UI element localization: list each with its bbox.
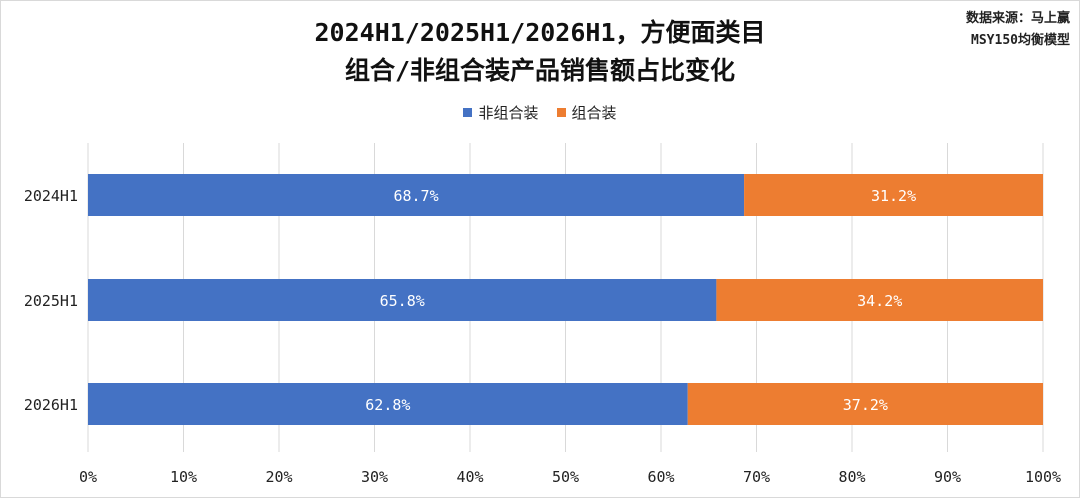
x-tick-label: 100% xyxy=(1025,468,1061,486)
bar-segment-non-combo xyxy=(88,174,745,216)
x-tick-label: 40% xyxy=(456,468,483,486)
chart-title-line-1: 2024H1/2025H1/2026H1，方便面类目 xyxy=(314,18,766,47)
legend-item-combo: 组合装 xyxy=(556,102,617,123)
x-tick-label: 10% xyxy=(170,468,197,486)
bar-data-label: 68.7% xyxy=(393,187,438,205)
bar-segment-non-combo xyxy=(88,383,688,425)
legend-swatch-combo xyxy=(556,108,566,117)
chart-legend: 非组合装 组合装 xyxy=(0,102,1080,123)
bar-data-label: 37.2% xyxy=(843,396,888,414)
bar-segment-combo xyxy=(687,383,1043,425)
x-tick-label: 80% xyxy=(838,468,865,486)
bar-segment-non-combo xyxy=(88,279,717,321)
data-source-line-2: MSY150均衡模型 xyxy=(971,33,1070,48)
x-tick-label: 90% xyxy=(934,468,961,486)
x-tick-label: 20% xyxy=(265,468,292,486)
bar-segment-combo xyxy=(716,279,1043,321)
bar-data-label: 34.2% xyxy=(857,292,902,310)
legend-swatch-non-combo xyxy=(463,108,473,117)
legend-label-combo: 组合装 xyxy=(571,104,617,122)
y-category-label: 2026H1 xyxy=(24,396,78,414)
chart-title: 2024H1/2025H1/2026H1，方便面类目 组合/非组合装产品销售额占… xyxy=(0,14,1080,90)
data-source-line-1: 数据来源：马上赢 xyxy=(965,11,1070,26)
bar-segment-combo xyxy=(744,174,1043,216)
bar-data-label: 62.8% xyxy=(365,396,410,414)
x-tick-label: 30% xyxy=(361,468,388,486)
legend-item-non-combo: 非组合装 xyxy=(463,102,539,123)
y-category-label: 2025H1 xyxy=(24,292,78,310)
bar-data-label: 65.8% xyxy=(380,292,425,310)
x-tick-label: 0% xyxy=(79,468,97,486)
y-category-label: 2024H1 xyxy=(24,187,78,205)
chart-title-line-2: 组合/非组合装产品销售额占比变化 xyxy=(344,56,736,85)
bar-data-label: 31.2% xyxy=(871,187,916,205)
x-tick-label: 50% xyxy=(552,468,579,486)
x-tick-label: 60% xyxy=(647,468,674,486)
data-source-note: 数据来源：马上赢 MSY150均衡模型 xyxy=(966,8,1070,52)
x-tick-label: 70% xyxy=(743,468,770,486)
legend-label-non-combo: 非组合装 xyxy=(478,104,539,122)
